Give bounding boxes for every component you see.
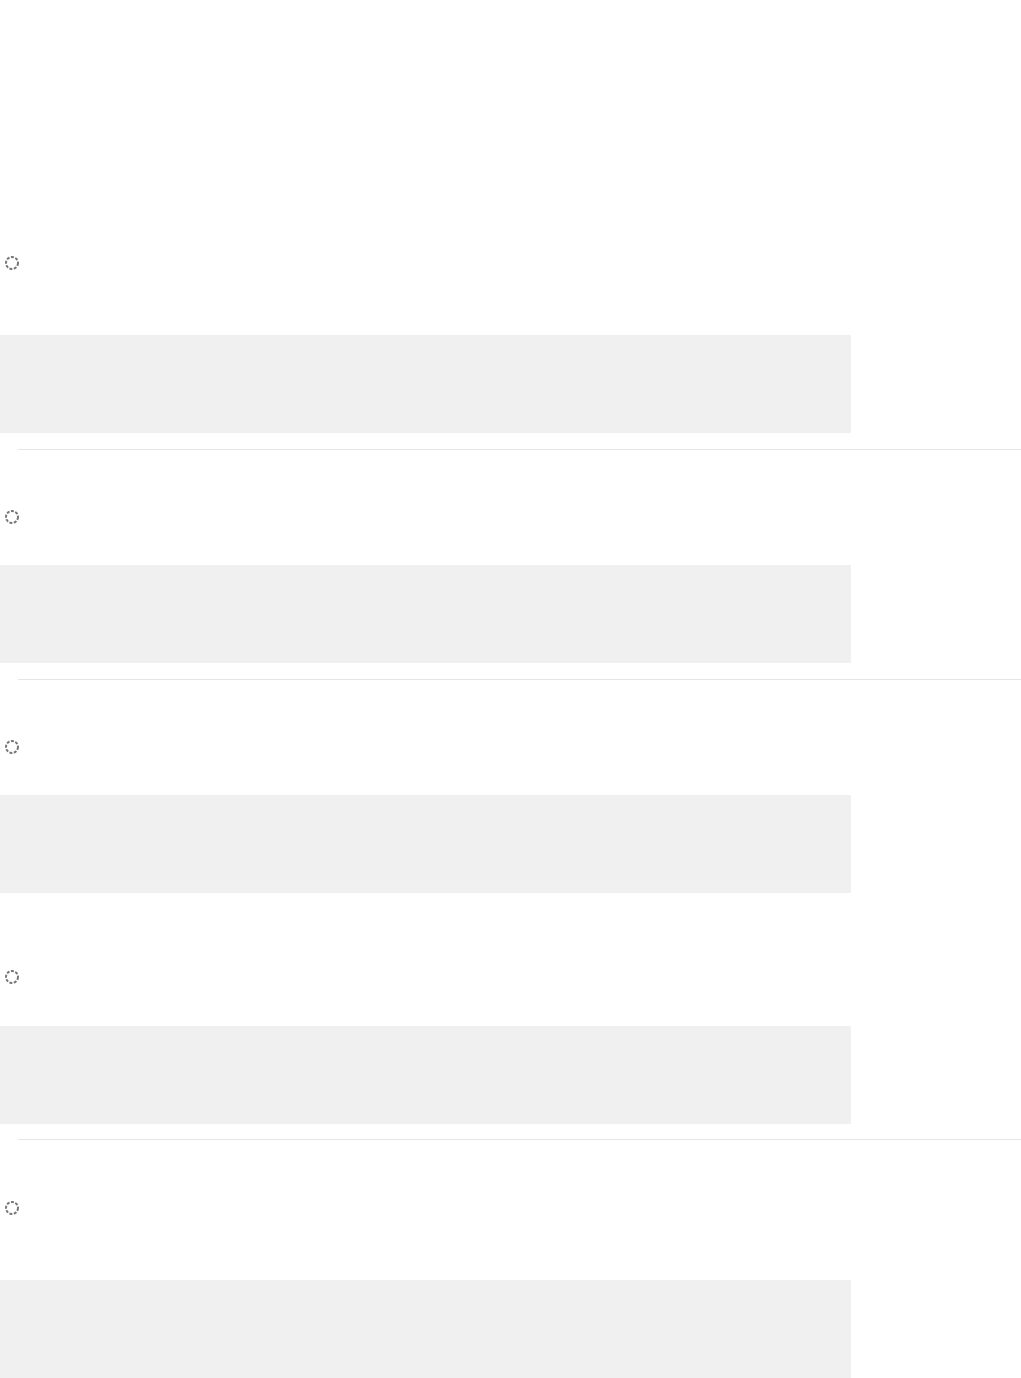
content-placeholder [0,795,851,893]
loading-spinner [5,970,19,984]
loading-spinner [5,740,19,754]
divider [18,679,1021,680]
loading-spinner [5,1201,19,1215]
divider [18,449,1021,450]
divider [18,1139,1021,1140]
content-placeholder [0,335,851,433]
loading-spinner [5,256,19,270]
content-placeholder [0,1026,851,1124]
loading-spinner [5,510,19,524]
content-placeholder [0,1280,851,1378]
content-placeholder [0,565,851,663]
